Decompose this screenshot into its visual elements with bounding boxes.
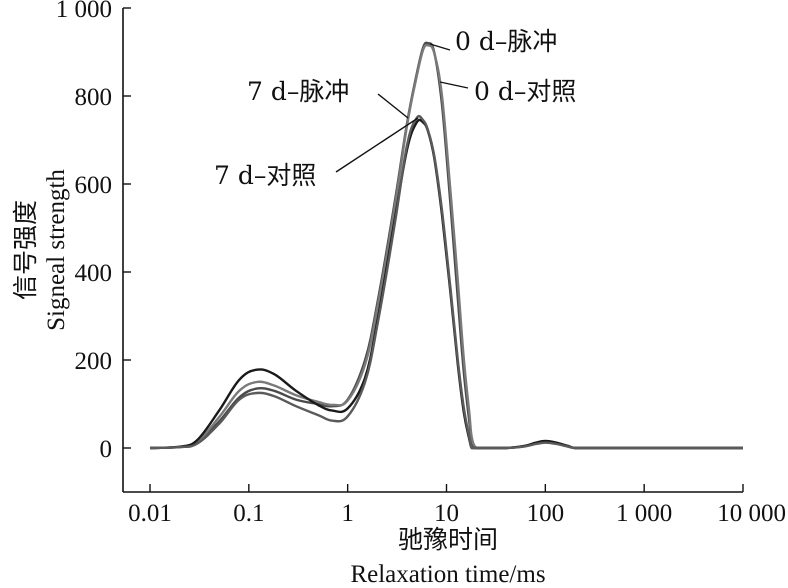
annotation-leaders: [335, 43, 469, 173]
y-ticks: 0 200 400 600 800 1 000: [56, 0, 131, 463]
x-tick-label: 0.01: [128, 500, 172, 527]
axes: [122, 8, 743, 493]
annotation-7d-control: 7 d–对照: [214, 161, 316, 190]
annotation-7d-pulse: 7 d–脉冲: [247, 77, 349, 106]
leader-7d-pulse: [377, 93, 409, 119]
y-axis-title-en: Signeal strength: [43, 169, 70, 331]
x-tick-label: 1 000: [616, 500, 672, 527]
x-ticks: 0.01 0.1 1 10 100 1 000 10 000: [128, 484, 786, 527]
y-tick-label: 200: [75, 348, 113, 375]
series-lines: [149, 41, 743, 450]
x-tick-label: 10 000: [717, 500, 786, 527]
x-axis-title-en: Relaxation time/ms: [350, 561, 545, 588]
leader-0d-pulse: [429, 43, 451, 51]
y-tick-label: 0: [100, 436, 113, 463]
y-axis-title-cn: 信号强度: [11, 200, 40, 300]
annotation-0d-control: 0 d–对照: [474, 77, 576, 106]
x-tick-label: 10: [434, 500, 459, 527]
y-tick-label: 800: [75, 84, 113, 111]
y-tick-label: 600: [75, 172, 113, 199]
x-tick-label: 100: [527, 500, 565, 527]
y-tick-label: 400: [75, 260, 113, 287]
leader-0d-control: [439, 81, 469, 89]
x-axis-title-cn: 驰豫时间: [398, 525, 498, 554]
x-tick-label: 0.1: [233, 500, 264, 527]
x-tick-label: 1: [341, 500, 354, 527]
series-line-3: [149, 114, 743, 450]
leader-7d-control: [335, 117, 419, 173]
y-tick-label: 1 000: [56, 0, 112, 23]
annotation-0d-pulse: 0 d–脉冲: [455, 27, 557, 56]
